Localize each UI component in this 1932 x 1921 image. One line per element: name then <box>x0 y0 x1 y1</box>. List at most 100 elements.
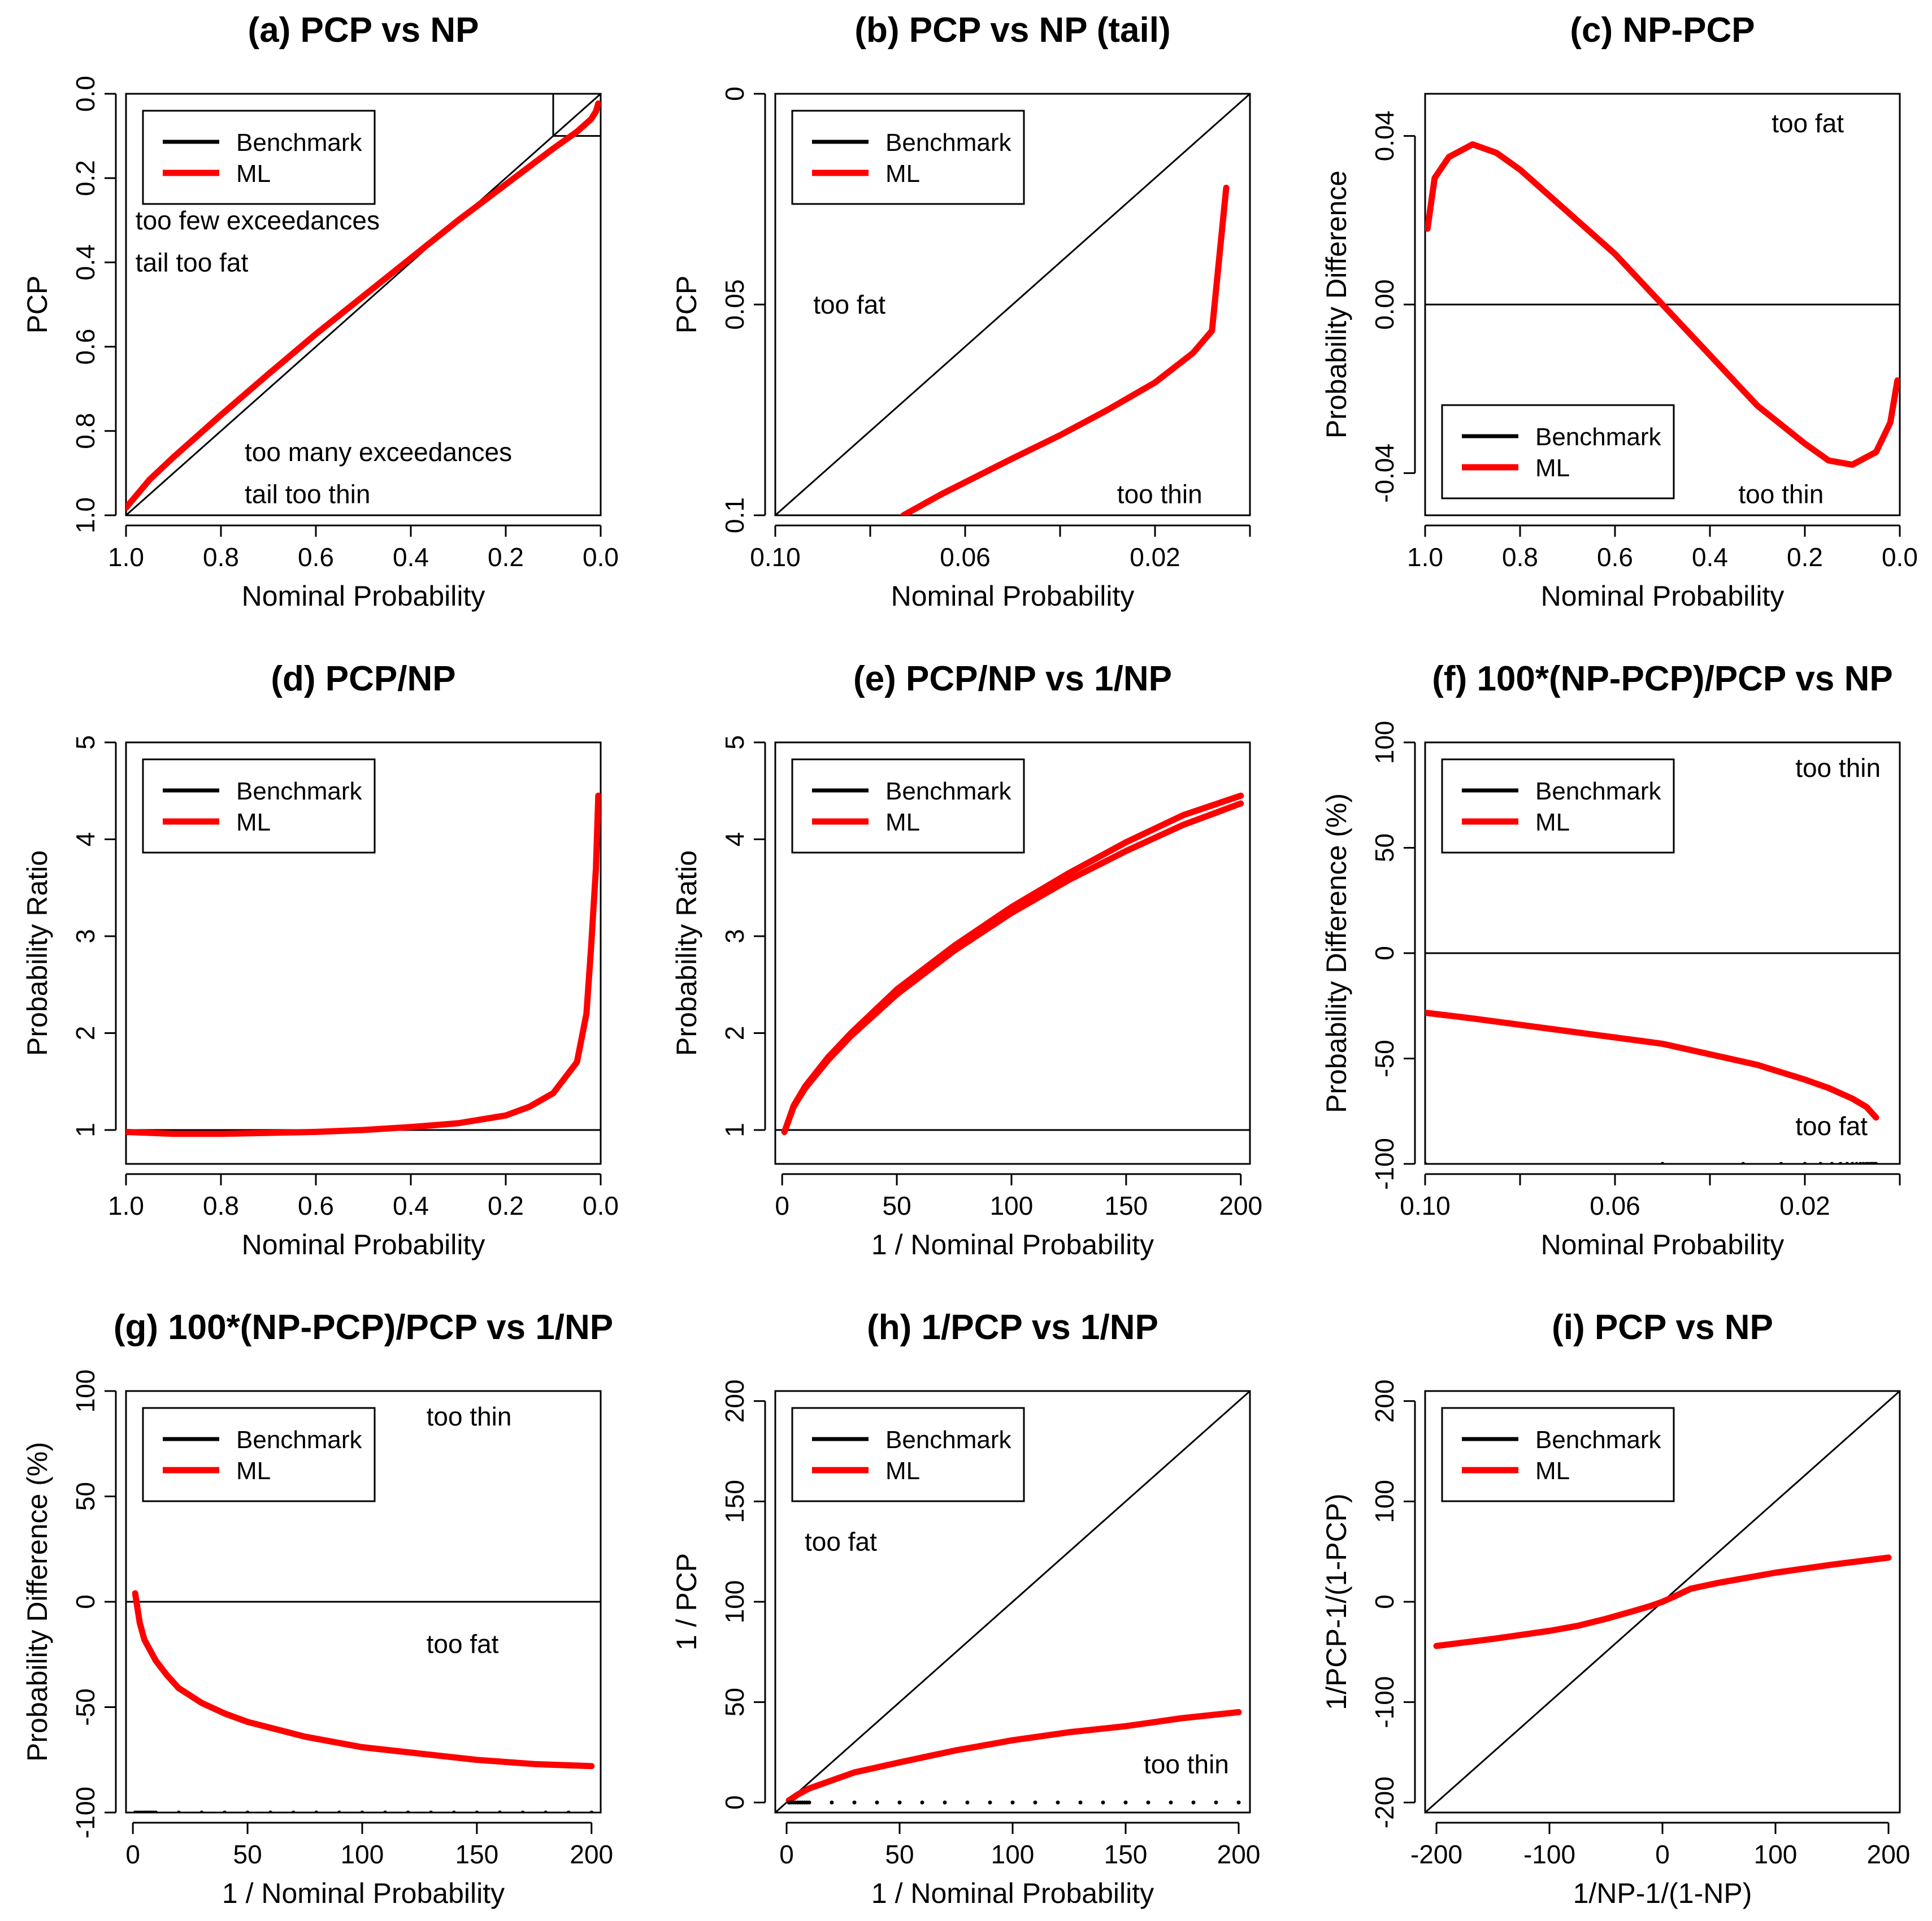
y-tick-label: 5 <box>71 735 100 750</box>
x-tick-label: 50 <box>233 1840 262 1869</box>
benchmark-point <box>520 1810 525 1813</box>
y-axis-label: Probability Ratio <box>21 850 53 1056</box>
x-tick-label: 0.02 <box>1130 542 1180 572</box>
benchmark-point <box>875 1800 879 1805</box>
plot-frame <box>774 1390 1251 1814</box>
legend: Benchmark ML <box>1441 404 1675 499</box>
panel-title: (i) PCP vs NP <box>1552 1308 1773 1347</box>
benchmark-point <box>852 1800 857 1805</box>
legend-entry-label: Benchmark <box>236 129 363 157</box>
benchmark-point <box>406 1810 410 1813</box>
benchmark-point <box>497 1810 502 1813</box>
x-tick-label: 100 <box>1754 1840 1798 1869</box>
y-tick-label: 0.0 <box>71 76 100 112</box>
benchmark-point <box>451 1810 456 1813</box>
x-tick-label: -100 <box>1523 1840 1575 1869</box>
legend-entry-label: ML <box>236 1457 271 1485</box>
annotation-text: too thin <box>1144 1750 1229 1779</box>
legend-box <box>142 1407 376 1502</box>
x-tick-label: 0.0 <box>583 1191 619 1220</box>
legend-entry-label: Benchmark <box>1535 777 1662 805</box>
x-tick-label: 150 <box>455 1840 498 1869</box>
x-axis-label: Nominal Probability <box>1541 580 1785 612</box>
ml-series-line <box>132 1590 595 1770</box>
plot-data <box>1425 141 1900 468</box>
annotation-text: tail too fat <box>136 247 249 277</box>
y-tick-label: 1 <box>720 1123 749 1137</box>
y-tick-label: 200 <box>720 1379 749 1423</box>
x-tick-label: 100 <box>990 1191 1034 1220</box>
x-tick-label: 200 <box>1217 1840 1261 1869</box>
y-tick-label: -100 <box>1370 1676 1399 1728</box>
x-tick-label: 0.2 <box>1787 542 1823 572</box>
legend-box <box>142 110 376 205</box>
ml-series-line <box>1433 1554 1892 1649</box>
plot-data <box>126 792 601 1137</box>
legend: Benchmark ML <box>791 1407 1025 1502</box>
x-tick-label: 50 <box>885 1840 914 1869</box>
x-tick-label: 100 <box>991 1840 1035 1869</box>
panel-b: (b) PCP vs NP (tail)0.10 0.06 0.02Nominal … <box>671 11 1251 612</box>
legend-entry-label: Benchmark <box>885 777 1012 805</box>
y-tick-label: 0.1 <box>720 497 749 533</box>
y-tick-label: 3 <box>720 929 749 944</box>
benchmark-point <box>1660 1162 1665 1164</box>
y-tick-label: 5 <box>720 735 749 750</box>
benchmark-point <box>176 1810 181 1813</box>
panel-g: (g) 100*(NP-PCP)/PCP vs 1/NP 0 50 100 150 200… <box>21 1308 613 1909</box>
benchmark-point <box>1214 1800 1218 1805</box>
panel-title: (c) NP-PCP <box>1570 11 1755 50</box>
benchmark-point <box>589 1810 594 1813</box>
x-tick-label: 0.02 <box>1779 1191 1830 1220</box>
y-tick-label: -50 <box>71 1688 100 1726</box>
legend-entry-label: Benchmark <box>236 777 363 805</box>
y-tick-label: 100 <box>71 1370 100 1413</box>
legend-box <box>142 758 376 854</box>
panel-h: (h) 1/PCP vs 1/NP 0 50 100 150 200 1 / Nominal… <box>671 1308 1260 1909</box>
legend-entry-label: ML <box>1535 809 1570 836</box>
y-tick-label: 100 <box>1370 1480 1399 1523</box>
y-axis-label: PCP <box>21 276 53 334</box>
annotation-text: too thin <box>1738 480 1824 509</box>
legend: Benchmark ML <box>791 758 1025 854</box>
panel-c: (c) NP-PCP 1.0 0.8 0.6 0.4 0.2 0.0 Nominal Prob… <box>1321 11 1918 612</box>
y-tick-label: -0.04 <box>1370 444 1399 503</box>
reference-line <box>775 1391 1250 1813</box>
x-tick-label: 0.2 <box>488 542 524 572</box>
legend-entry-label: ML <box>885 1457 920 1485</box>
annotation-text: too fat <box>813 290 885 319</box>
y-tick-label: 0.6 <box>71 329 100 365</box>
y-tick-label: 4 <box>720 832 749 847</box>
y-axis-label: Probability Difference <box>1321 171 1352 438</box>
y-tick-label: 4 <box>71 832 100 847</box>
benchmark-point <box>1010 1800 1015 1805</box>
plot-data <box>775 792 1250 1135</box>
legend-box <box>791 110 1025 205</box>
annotation-text: too fat <box>1772 108 1844 138</box>
x-tick-label: 200 <box>1867 1840 1911 1869</box>
annotation-text: too fat <box>427 1629 499 1659</box>
y-tick-label: 2 <box>71 1026 100 1041</box>
x-tick-label: 1.0 <box>108 1191 144 1220</box>
benchmark-point <box>988 1800 992 1805</box>
x-tick-label: 0 <box>1655 1840 1670 1869</box>
plot-frame <box>774 741 1251 1165</box>
y-tick-label: 0 <box>71 1594 100 1609</box>
y-tick-label: -50 <box>1370 1040 1399 1077</box>
benchmark-point <box>1818 1162 1823 1164</box>
y-tick-label: 0.00 <box>1370 279 1399 330</box>
y-axis-label: PCP <box>671 276 702 334</box>
legend-entry-label: ML <box>885 160 920 188</box>
legend: Benchmark ML <box>1441 758 1675 854</box>
legend-box <box>1441 758 1675 854</box>
benchmark-point <box>429 1810 433 1813</box>
y-tick-label: 0 <box>1370 1594 1399 1609</box>
benchmark-point <box>1123 1800 1128 1805</box>
x-tick-label: 0.06 <box>1590 1191 1640 1220</box>
x-axis-label: 1 / Nominal Probability <box>871 1229 1154 1261</box>
x-tick-label: 0.4 <box>393 542 429 572</box>
y-axis-label: 1 / PCP <box>671 1553 702 1650</box>
x-tick-label: 0.8 <box>1502 542 1538 572</box>
panel-a: (a) PCP vs NP 1.0 0.8 0.6 0.4 0.2 0.0 Nominal P… <box>21 11 619 612</box>
